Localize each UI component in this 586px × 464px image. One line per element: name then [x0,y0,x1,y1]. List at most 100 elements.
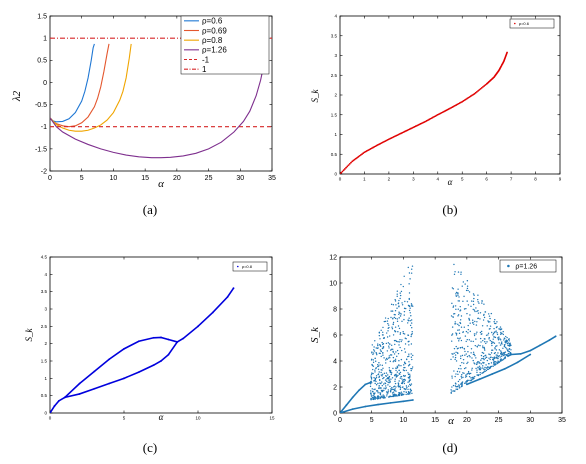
data-point [372,365,375,367]
series-branch [50,396,66,413]
data-point [405,393,407,396]
data-layer [50,37,272,159]
data-point [411,331,413,333]
data-point [475,367,477,370]
data-point [471,367,473,370]
data-point [403,366,405,369]
legend-label: 1 [202,65,207,74]
data-point [457,288,459,290]
data-point [461,285,463,287]
data-point [388,367,391,369]
data-point [463,382,466,385]
y-tick-label: 0 [334,172,337,177]
data-point [380,369,382,371]
data-point [408,272,411,274]
data-point [399,332,402,334]
data-point [381,391,383,393]
data-point [453,352,455,354]
data-point [389,385,391,388]
data-point [374,377,377,380]
data-point [475,357,477,359]
series-line [50,43,268,159]
data-point [388,355,391,357]
y-tick-label: 0.5 [41,393,48,398]
data-point [496,321,498,323]
data-point [464,283,466,285]
data-point [405,391,407,393]
y-tick-label: 4 [334,14,337,19]
data-point [375,384,378,386]
data-point [376,353,378,356]
data-point [380,382,382,385]
data-point [491,340,493,343]
data-point [407,376,410,379]
data-point [502,330,504,333]
data-point [455,291,458,294]
data-point [388,347,390,349]
data-point [460,339,463,342]
data-point [504,341,507,343]
data-point [394,388,396,390]
data-point [468,291,471,293]
data-point [387,384,389,386]
y-tick-label: 1 [43,36,47,43]
data-point [516,361,519,364]
data-point [373,349,375,351]
data-point [508,348,510,350]
y-tick-label: 0.5 [331,152,338,157]
data-point [123,347,125,350]
data-point [379,344,381,346]
data-point [389,401,392,404]
data-point [391,328,394,330]
data-point [377,390,379,392]
data-point [495,345,497,348]
data-point [501,343,503,345]
data-point [394,378,396,380]
data-point [488,353,490,355]
data-point [390,310,392,312]
data-point [340,412,341,413]
data-point [492,338,494,340]
data-point [373,388,375,391]
x-tick-label: 0 [338,417,342,424]
y-tick-label: 3.5 [331,33,338,38]
data-point [404,362,407,365]
data-point [401,378,403,380]
data-point [167,353,170,356]
data-point [377,392,379,394]
data-point [457,314,460,316]
data-point [497,338,500,340]
data-point [403,364,405,366]
data-point [409,384,412,387]
data-point [176,341,179,343]
y-tick-label: 0 [44,411,47,416]
data-point [455,360,458,362]
data-point [400,358,403,361]
data-point [375,352,378,355]
data-point [476,310,478,313]
data-point [373,394,375,396]
x-axis-label: α [159,412,164,422]
data-point [457,271,460,273]
data-point [373,377,375,379]
data-point [384,382,386,384]
data-point [392,367,394,370]
data-point [493,336,496,338]
data-point [486,367,488,369]
data-point [466,312,468,315]
data-point [399,292,401,294]
data-point [464,376,467,378]
data-point [371,351,373,353]
data-point [461,354,464,357]
data-point [451,287,454,289]
data-point [374,371,376,373]
data-point [382,326,384,329]
data-point [500,355,503,357]
x-tick-label: 35 [558,417,566,424]
data-point [381,343,384,346]
data-point [402,400,405,403]
data-point [480,330,483,333]
data-point [402,332,405,335]
data-point [397,341,399,343]
data-point [408,292,411,294]
